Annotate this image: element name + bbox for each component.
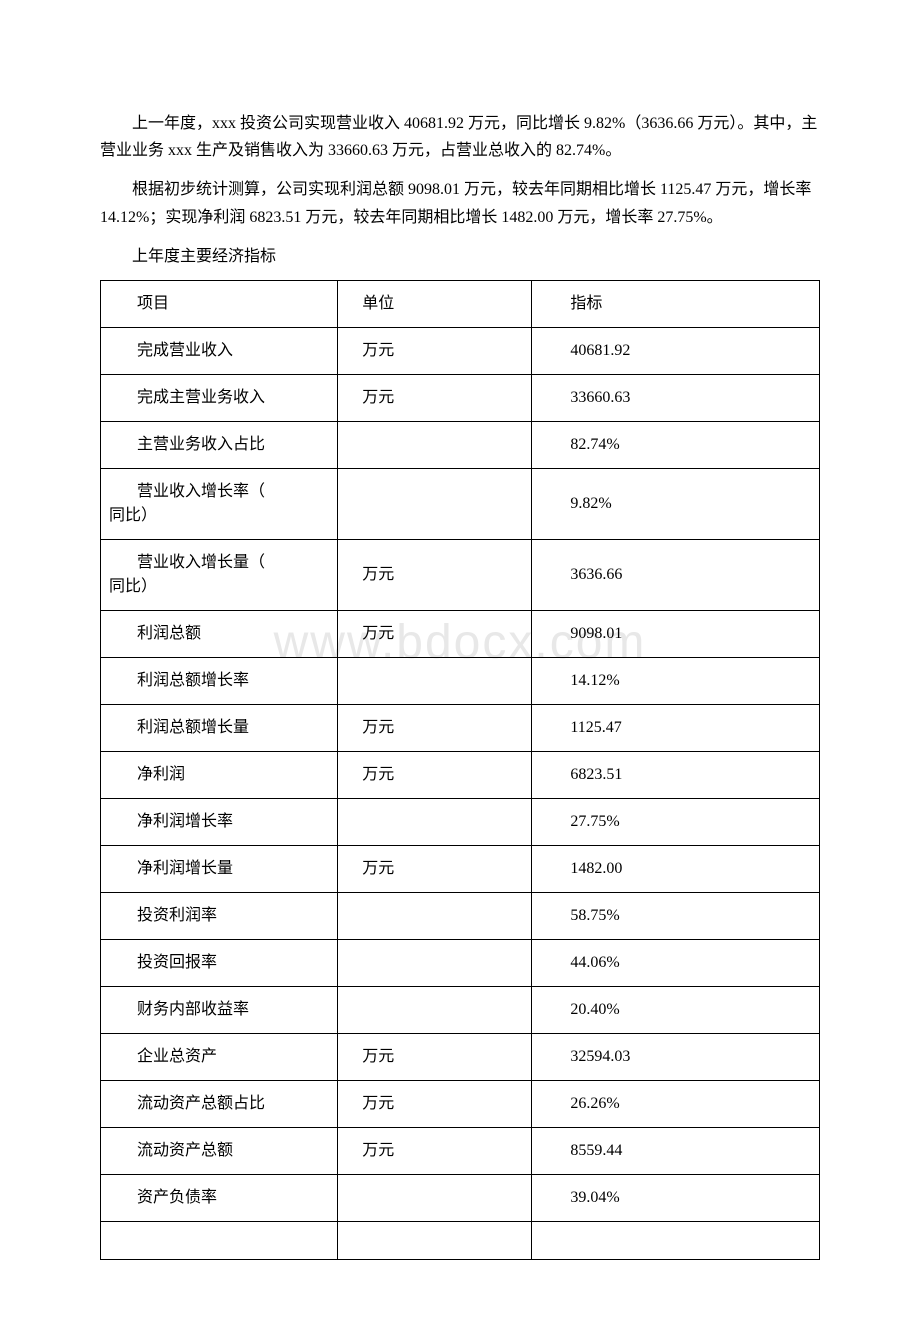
table-row: 净利润增长量万元1482.00: [101, 845, 820, 892]
cell-item: 完成主营业务收入: [101, 374, 338, 421]
table-row: 利润总额增长量万元1125.47: [101, 704, 820, 751]
cell-item: 利润总额增长率: [101, 657, 338, 704]
cell-item: 流动资产总额占比: [101, 1080, 338, 1127]
cell-value: 82.74%: [532, 421, 820, 468]
cell-unit: [338, 657, 532, 704]
cell-item: 企业总资产: [101, 1033, 338, 1080]
cell-item: 流动资产总额: [101, 1127, 338, 1174]
table-row: 净利润万元6823.51: [101, 751, 820, 798]
cell-unit: 万元: [338, 610, 532, 657]
table-row: 流动资产总额占比万元26.26%: [101, 1080, 820, 1127]
table-row: 企业总资产万元32594.03: [101, 1033, 820, 1080]
cell-unit: 万元: [338, 1033, 532, 1080]
table-row: 资产负债率 39.04%: [101, 1174, 820, 1221]
header-value: 指标: [532, 280, 820, 327]
cell-item: 净利润增长量: [101, 845, 338, 892]
table-row: 净利润增长率 27.75%: [101, 798, 820, 845]
cell-item-line2: 同比）: [101, 575, 329, 599]
cell-item: 投资利润率: [101, 892, 338, 939]
cell-value: 9.82%: [532, 468, 820, 539]
cell-unit: 万元: [338, 539, 532, 610]
cell-value: 27.75%: [532, 798, 820, 845]
cell-value: 32594.03: [532, 1033, 820, 1080]
cell-unit: 万元: [338, 704, 532, 751]
table-row: 财务内部收益率 20.40%: [101, 986, 820, 1033]
cell-unit: 万元: [338, 845, 532, 892]
cell-unit: [338, 892, 532, 939]
cell-item-line1: 营业收入增长量（: [101, 551, 329, 575]
cell-item-line2: 同比）: [101, 504, 329, 528]
empty-cell: [532, 1221, 820, 1259]
table-row: 利润总额增长率 14.12%: [101, 657, 820, 704]
cell-value: 9098.01: [532, 610, 820, 657]
cell-unit: 万元: [338, 327, 532, 374]
cell-item: 利润总额增长量: [101, 704, 338, 751]
table-row: 完成主营业务收入万元33660.63: [101, 374, 820, 421]
cell-item: 净利润: [101, 751, 338, 798]
cell-unit: [338, 939, 532, 986]
cell-unit: 万元: [338, 751, 532, 798]
table-row: 营业收入增长量（同比）万元3636.66: [101, 539, 820, 610]
table-title: 上年度主要经济指标: [100, 243, 820, 270]
cell-value: 3636.66: [532, 539, 820, 610]
cell-value: 1482.00: [532, 845, 820, 892]
cell-value: 20.40%: [532, 986, 820, 1033]
cell-item: 主营业务收入占比: [101, 421, 338, 468]
cell-unit: 万元: [338, 1080, 532, 1127]
table-row: 流动资产总额万元8559.44: [101, 1127, 820, 1174]
cell-unit: [338, 468, 532, 539]
cell-item-line1: 营业收入增长率（: [101, 480, 329, 504]
cell-item: 净利润增长率: [101, 798, 338, 845]
cell-value: 26.26%: [532, 1080, 820, 1127]
header-unit: 单位: [338, 280, 532, 327]
paragraph-1: 上一年度，xxx 投资公司实现营业收入 40681.92 万元，同比增长 9.8…: [100, 110, 820, 164]
cell-item: 资产负债率: [101, 1174, 338, 1221]
cell-value: 44.06%: [532, 939, 820, 986]
cell-value: 58.75%: [532, 892, 820, 939]
cell-unit: 万元: [338, 1127, 532, 1174]
table-row: 营业收入增长率（同比） 9.82%: [101, 468, 820, 539]
cell-value: 8559.44: [532, 1127, 820, 1174]
cell-item: 营业收入增长率（同比）: [101, 468, 338, 539]
cell-unit: [338, 798, 532, 845]
table-row: 完成营业收入万元40681.92: [101, 327, 820, 374]
table-empty-row: [101, 1221, 820, 1259]
cell-item: 完成营业收入: [101, 327, 338, 374]
cell-unit: 万元: [338, 374, 532, 421]
table-row: 投资利润率 58.75%: [101, 892, 820, 939]
table-row: 利润总额万元9098.01: [101, 610, 820, 657]
cell-value: 39.04%: [532, 1174, 820, 1221]
cell-unit: [338, 1174, 532, 1221]
cell-item: 利润总额: [101, 610, 338, 657]
cell-value: 40681.92: [532, 327, 820, 374]
cell-value: 6823.51: [532, 751, 820, 798]
cell-value: 1125.47: [532, 704, 820, 751]
economic-indicators-table: 项目 单位 指标 完成营业收入万元40681.92完成主营业务收入万元33660…: [100, 280, 820, 1260]
paragraph-2: 根据初步统计测算，公司实现利润总额 9098.01 万元，较去年同期相比增长 1…: [100, 176, 820, 230]
header-item: 项目: [101, 280, 338, 327]
table-header-row: 项目 单位 指标: [101, 280, 820, 327]
empty-cell: [338, 1221, 532, 1259]
cell-value: 14.12%: [532, 657, 820, 704]
cell-item: 财务内部收益率: [101, 986, 338, 1033]
table-row: 主营业务收入占比 82.74%: [101, 421, 820, 468]
cell-unit: [338, 986, 532, 1033]
cell-item: 营业收入增长量（同比）: [101, 539, 338, 610]
cell-unit: [338, 421, 532, 468]
cell-value: 33660.63: [532, 374, 820, 421]
empty-cell: [101, 1221, 338, 1259]
cell-item: 投资回报率: [101, 939, 338, 986]
table-row: 投资回报率 44.06%: [101, 939, 820, 986]
